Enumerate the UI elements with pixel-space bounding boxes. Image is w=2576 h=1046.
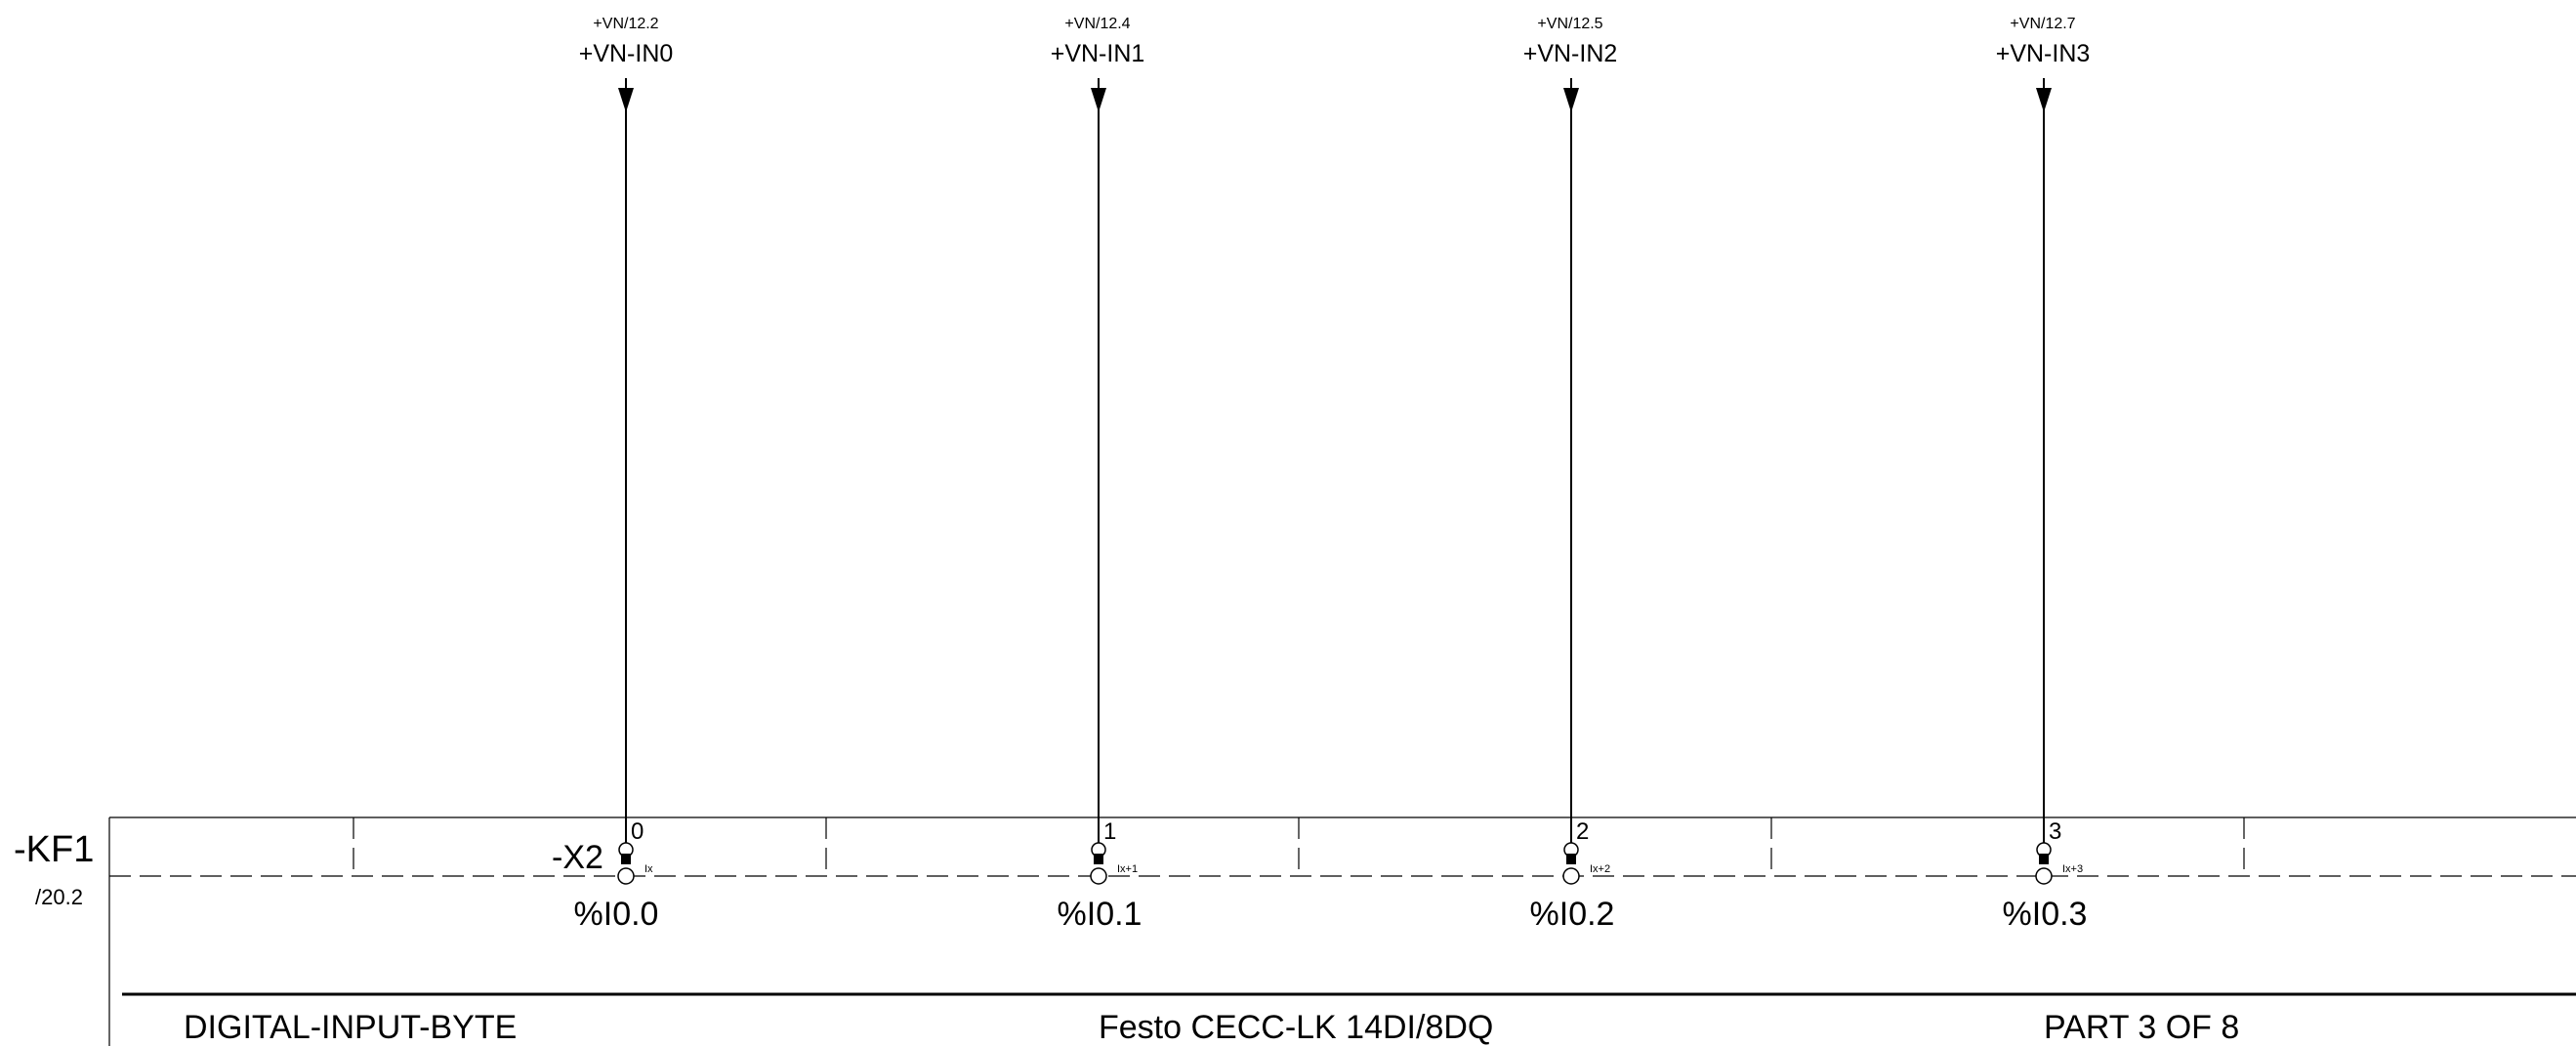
signal-label: +VN-IN2 — [1523, 40, 1618, 67]
signal-arrow — [2036, 88, 2052, 112]
channel-2: +VN/12.5 +VN-IN2 2 Ix+2 %I0.2 — [1523, 16, 1618, 933]
terminal-circle — [617, 867, 635, 885]
pin-number: 1 — [1103, 818, 1116, 845]
io-address: %I0.1 — [1058, 896, 1143, 933]
crossref-label: +VN/12.5 — [1537, 16, 1602, 32]
terminal-circle — [1090, 867, 1107, 885]
channel-0: +VN/12.2 +VN-IN0 0 Ix %I0.0 — [574, 16, 674, 933]
io-address: %I0.3 — [2003, 896, 2088, 933]
pin-sub-label: Ix+3 — [2062, 863, 2083, 875]
terminal-block — [1094, 854, 1103, 864]
channel-3: +VN/12.7 +VN-IN3 3 Ix+3 %I0.3 — [1996, 16, 2091, 933]
terminal-circle — [2035, 867, 2053, 885]
device-ref: /20.2 — [35, 885, 83, 909]
pin-sub-label: Ix+1 — [1117, 863, 1138, 875]
pin-sub-label: Ix+2 — [1590, 863, 1610, 875]
io-address: %I0.2 — [1530, 896, 1615, 933]
footer-center-label: Festo CECC-LK 14DI/8DQ — [1099, 1009, 1493, 1046]
signal-arrow — [1563, 88, 1579, 112]
terminal-block — [621, 854, 631, 864]
device-block — [108, 816, 2576, 1046]
pin-number: 0 — [631, 818, 644, 845]
terminal-block — [2039, 854, 2049, 864]
pin-number: 3 — [2049, 818, 2061, 845]
crossref-label: +VN/12.2 — [593, 16, 658, 32]
connector-tag: -X2 — [552, 839, 603, 876]
signal-label: +VN-IN1 — [1051, 40, 1145, 67]
column-dividers — [353, 817, 2245, 874]
signal-arrow — [618, 88, 634, 112]
footer-left-label: DIGITAL-INPUT-BYTE — [184, 1009, 517, 1046]
terminal-circle — [1562, 867, 1580, 885]
signal-label: +VN-IN3 — [1996, 40, 2091, 67]
footer-right-label: PART 3 OF 8 — [2044, 1009, 2239, 1046]
signal-arrow — [1091, 88, 1106, 112]
io-address: %I0.0 — [574, 896, 659, 933]
signal-label: +VN-IN0 — [579, 40, 674, 67]
pin-sub-label: Ix — [644, 863, 653, 875]
channel-1: +VN/12.4 +VN-IN1 1 Ix+1 %I0.1 — [1051, 16, 1145, 933]
crossref-label: +VN/12.7 — [2010, 16, 2075, 32]
crossref-label: +VN/12.4 — [1064, 16, 1130, 32]
device-tag: -KF1 — [14, 829, 94, 870]
pin-number: 2 — [1576, 818, 1589, 845]
terminal-block — [1566, 854, 1576, 864]
